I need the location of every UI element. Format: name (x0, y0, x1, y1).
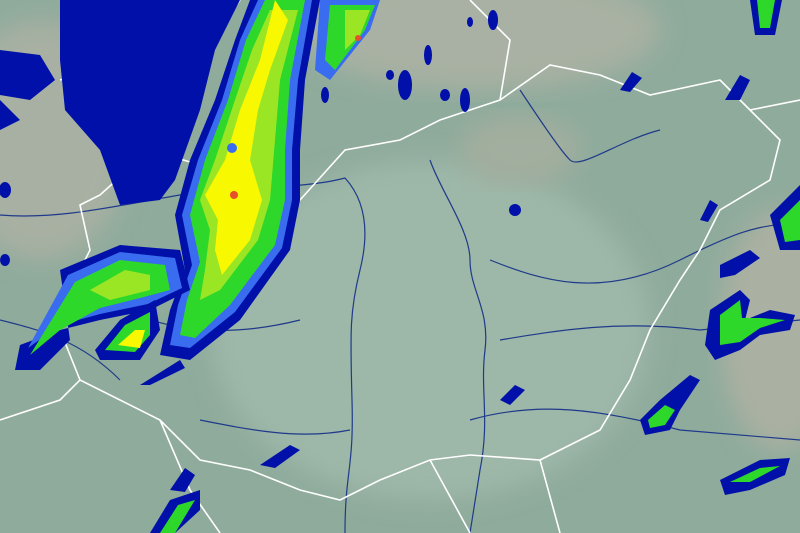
precip-area-1 (60, 0, 240, 205)
border-7 (539, 459, 561, 533)
border-8 (749, 99, 800, 111)
border-6 (429, 459, 471, 533)
river-1 (489, 219, 800, 284)
precip-core (230, 191, 238, 199)
precip-area-2 (0, 50, 55, 100)
river-6 (519, 89, 661, 163)
river-2 (499, 319, 800, 341)
precip-band-l5 (205, 0, 288, 275)
river-5 (199, 419, 351, 435)
river-tisza (429, 159, 487, 533)
border-4 (0, 379, 81, 421)
border-9 (469, 0, 511, 101)
border-5 (159, 419, 221, 533)
country-border (59, 64, 781, 501)
